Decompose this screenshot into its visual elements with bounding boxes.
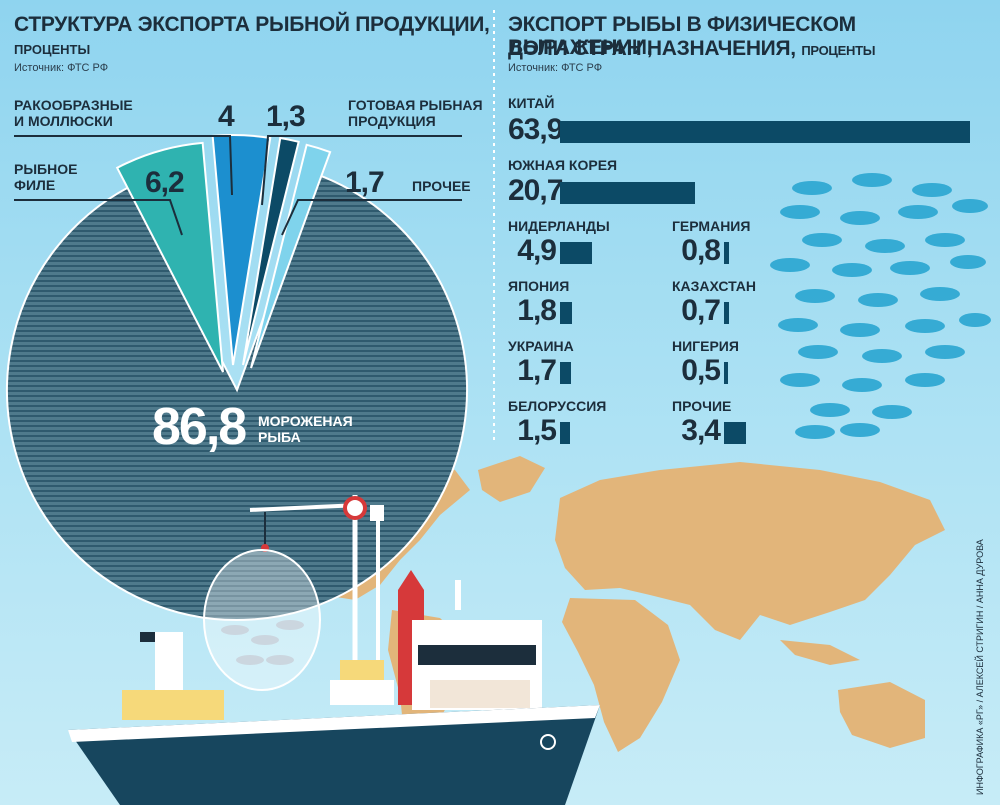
left-title: СТРУКТУРА ЭКСПОРТА РЫБНОЙ ПРОДУКЦИИ, bbox=[14, 13, 490, 36]
country-bar-9 bbox=[724, 422, 747, 444]
country-value-4: 1,7 bbox=[517, 354, 557, 387]
country-bar-3 bbox=[560, 302, 572, 324]
leader-ready-products bbox=[261, 135, 462, 206]
map-indonesia bbox=[780, 640, 860, 665]
fish-school bbox=[770, 173, 991, 439]
map-europe-asia bbox=[555, 462, 945, 640]
country-bar-8 bbox=[724, 362, 728, 384]
crustaceans-label: РАКООБРАЗНЫЕ И МОЛЛЮСКИ bbox=[14, 97, 133, 129]
country-name-7: КАЗАХСТАН bbox=[672, 278, 756, 294]
country-bar-1 bbox=[560, 182, 696, 204]
fishing-net bbox=[203, 549, 321, 691]
country-value-9: 3,4 bbox=[681, 414, 721, 447]
leader-fillet bbox=[14, 199, 183, 236]
credit-line: ИНФОГРАФИКА «РГ» / АЛЕКСЕЙ СТРИГИН / АНН… bbox=[975, 539, 985, 795]
country-name-2: НИДЕРЛАНДЫ bbox=[508, 218, 610, 234]
country-name-1: ЮЖНАЯ КОРЕЯ bbox=[508, 157, 618, 173]
right-title-line1: ЭКСПОРТ РЫБЫ В ФИЗИЧЕСКОМ ВЫРАЖЕНИИ, bbox=[508, 13, 856, 59]
fillet-label: РЫБНОЕ ФИЛЕ bbox=[14, 161, 78, 193]
right-unit: ПРОЦЕНТЫ bbox=[801, 43, 876, 58]
leader-crustaceans bbox=[14, 135, 233, 196]
frozen-fish-value: 86,8 bbox=[152, 398, 247, 456]
other-label: ПРОЧЕЕ bbox=[412, 178, 471, 194]
country-value-3: 1,8 bbox=[517, 294, 557, 327]
country-value-7: 0,7 bbox=[681, 294, 721, 327]
left-source: Источник: ФТС РФ bbox=[14, 62, 109, 74]
country-value-8: 0,5 bbox=[681, 354, 721, 387]
map-greenland bbox=[478, 456, 545, 502]
crustaceans-value: 4 bbox=[218, 100, 235, 133]
country-name-8: НИГЕРИЯ bbox=[672, 338, 739, 354]
other-value: 1,7 bbox=[345, 166, 385, 199]
country-name-0: КИТАЙ bbox=[508, 95, 555, 111]
right-title-line2: ДОЛИ СТРАН НАЗНАЧЕНИЯ, ПРОЦЕНТЫ bbox=[508, 37, 876, 60]
country-value-6: 0,8 bbox=[681, 234, 721, 267]
country-bar-2 bbox=[560, 242, 593, 264]
pie-slice-ready-products bbox=[242, 136, 300, 366]
country-value-5: 1,5 bbox=[517, 414, 557, 447]
country-name-5: БЕЛОРУССИЯ bbox=[508, 398, 607, 414]
country-bar-7 bbox=[724, 302, 729, 324]
leader-other bbox=[281, 199, 462, 236]
country-value-2: 4,9 bbox=[517, 234, 557, 267]
ready-products-label: ГОТОВАЯ РЫБНАЯ ПРОДУКЦИЯ bbox=[348, 97, 483, 129]
country-name-6: ГЕРМАНИЯ bbox=[672, 218, 751, 234]
country-name-9: ПРОЧИЕ bbox=[672, 398, 732, 414]
map-australia bbox=[838, 682, 925, 748]
map-africa bbox=[562, 598, 680, 752]
country-bar-6 bbox=[724, 242, 730, 264]
ready-products-value: 1,3 bbox=[266, 100, 306, 133]
pie-leader-lines bbox=[14, 135, 462, 236]
country-bar-5 bbox=[560, 422, 570, 444]
left-unit: ПРОЦЕНТЫ bbox=[14, 42, 91, 57]
country-bar-4 bbox=[560, 362, 572, 384]
pie-chart bbox=[6, 134, 468, 621]
country-bar-0 bbox=[560, 121, 970, 143]
ship bbox=[68, 495, 600, 805]
country-value-0: 63,9 bbox=[508, 113, 563, 146]
country-name-4: УКРАИНА bbox=[508, 338, 574, 354]
country-name-3: ЯПОНИЯ bbox=[508, 278, 570, 294]
right-source: Источник: ФТС РФ bbox=[508, 62, 603, 74]
fillet-value: 6,2 bbox=[145, 166, 185, 199]
country-value-1: 20,7 bbox=[508, 174, 563, 207]
frozen-fish-label: МОРОЖЕНАЯ РЫБА bbox=[258, 413, 353, 445]
